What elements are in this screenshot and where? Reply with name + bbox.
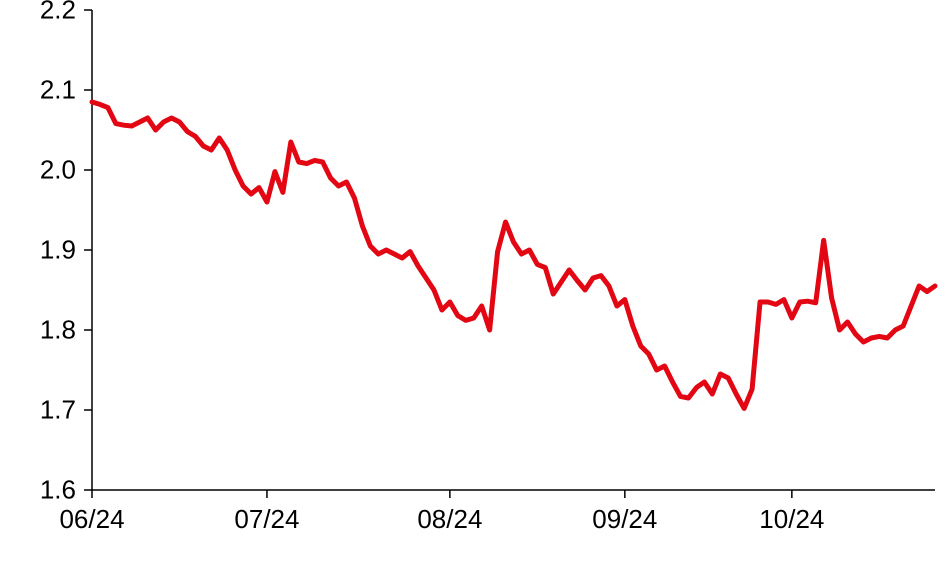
x-tick-label: 07/24: [234, 504, 299, 535]
y-tick-label: 1.9: [16, 235, 76, 266]
chart-svg: [0, 0, 949, 563]
x-tick-label: 10/24: [759, 504, 824, 535]
x-tick-label: 08/24: [417, 504, 482, 535]
x-tick-label: 06/24: [59, 504, 124, 535]
x-tick-label: 09/24: [592, 504, 657, 535]
y-tick-label: 1.6: [16, 475, 76, 506]
line-chart: 1.6 1.7 1.8 1.9 2.0 2.1 2.2 06/24 07/24 08/24 09/2…: [0, 0, 949, 563]
y-tick-label: 1.8: [16, 315, 76, 346]
y-tick-label: 1.7: [16, 395, 76, 426]
y-tick-label: 2.1: [16, 75, 76, 106]
y-tick-label: 2.0: [16, 155, 76, 186]
y-tick-label: 2.2: [16, 0, 76, 26]
